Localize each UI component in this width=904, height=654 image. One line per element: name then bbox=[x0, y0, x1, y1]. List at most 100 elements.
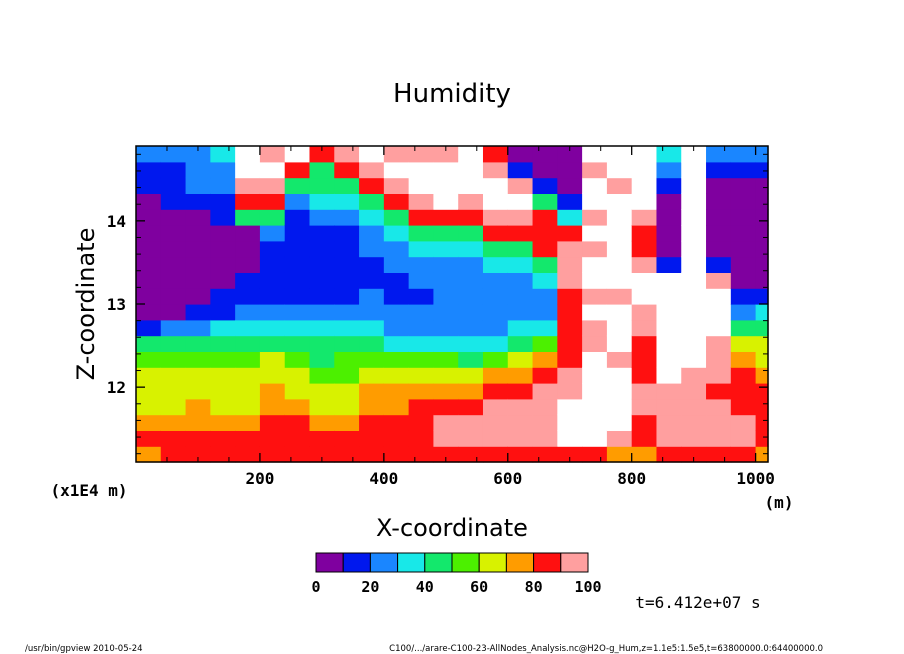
heatmap-cell bbox=[408, 335, 435, 352]
heatmap-cell bbox=[359, 209, 385, 226]
heatmap-cell bbox=[284, 161, 311, 179]
footer-right: C100/.../arare-C100-23-AllNodes_Analysis… bbox=[389, 644, 823, 654]
heatmap-cell bbox=[160, 367, 187, 384]
heatmap-cell bbox=[259, 161, 286, 179]
heatmap-cell bbox=[482, 161, 509, 179]
heatmap-cell bbox=[656, 351, 682, 368]
heatmap-cell bbox=[755, 256, 769, 273]
heatmap-cell bbox=[730, 414, 757, 431]
heatmap-cell bbox=[408, 319, 435, 337]
heatmap-cell bbox=[136, 446, 162, 463]
heatmap-cell bbox=[433, 272, 459, 289]
heatmap-cell bbox=[160, 383, 187, 400]
heatmap-cell bbox=[185, 256, 211, 273]
heatmap-cell bbox=[582, 446, 608, 463]
heatmap-cell bbox=[507, 193, 534, 210]
heatmap-cell bbox=[606, 446, 633, 463]
heatmap-cell bbox=[383, 383, 410, 400]
heatmap-cell bbox=[755, 161, 769, 179]
heatmap-cell bbox=[185, 161, 211, 179]
heatmap-cell bbox=[185, 272, 211, 289]
heatmap-cell bbox=[730, 319, 757, 337]
heatmap-cell bbox=[160, 225, 187, 242]
heatmap-cell bbox=[755, 304, 769, 321]
heatmap-cell bbox=[606, 304, 633, 321]
heatmap-cell bbox=[582, 193, 608, 210]
heatmap-cell bbox=[210, 272, 236, 289]
heatmap-cell bbox=[309, 225, 335, 242]
heatmap-cell bbox=[706, 240, 732, 258]
heatmap-cell bbox=[259, 383, 286, 400]
heatmap-cell bbox=[185, 430, 211, 447]
heatmap-cell bbox=[408, 209, 435, 226]
heatmap-cell bbox=[235, 383, 261, 400]
heatmap-cell bbox=[681, 398, 707, 416]
heatmap-cell bbox=[160, 335, 187, 352]
heatmap-cell bbox=[185, 177, 211, 194]
heatmap-cell bbox=[458, 351, 484, 368]
heatmap-cell bbox=[681, 240, 707, 258]
x-axis-label: X-coordinate bbox=[376, 514, 528, 542]
heatmap-cell bbox=[557, 256, 583, 273]
heatmap-cell bbox=[433, 383, 459, 400]
heatmap-cell bbox=[631, 146, 658, 163]
heatmap-cell bbox=[631, 209, 658, 226]
heatmap-cell bbox=[309, 398, 335, 416]
heatmap-cell bbox=[507, 256, 534, 273]
heatmap-cell bbox=[582, 256, 608, 273]
heatmap-cell bbox=[160, 398, 187, 416]
heatmap-cell bbox=[284, 146, 311, 163]
heatmap-cell bbox=[359, 398, 385, 416]
heatmap-cell bbox=[656, 146, 682, 163]
heatmap-cell bbox=[383, 398, 410, 416]
y-axis: 12 13 14 bbox=[107, 153, 768, 455]
heatmap-cell bbox=[433, 177, 459, 194]
heatmap-cell bbox=[755, 383, 769, 400]
colorbar-swatch bbox=[560, 552, 589, 573]
heatmap-cell bbox=[606, 177, 633, 194]
heatmap-cell bbox=[284, 446, 311, 463]
heatmap-cell bbox=[160, 256, 187, 273]
heatmap-cell bbox=[433, 304, 459, 321]
heatmap-cell bbox=[309, 161, 335, 179]
heatmap-cell bbox=[309, 240, 335, 258]
heatmap-cell bbox=[582, 225, 608, 242]
heatmap-cell bbox=[557, 240, 583, 258]
heatmap-cell bbox=[482, 146, 509, 163]
x-tick-label: 800 bbox=[617, 469, 646, 488]
colorbar-swatch bbox=[397, 552, 426, 573]
heatmap-cell bbox=[334, 446, 360, 463]
heatmap-cell bbox=[334, 351, 360, 368]
heatmap-cell bbox=[755, 272, 769, 289]
heatmap-cell bbox=[730, 146, 757, 163]
heatmap-cell bbox=[136, 193, 162, 210]
heatmap-cell bbox=[136, 177, 162, 194]
heatmap-cell bbox=[160, 193, 187, 210]
heatmap-cell bbox=[359, 146, 385, 163]
heatmap-cell bbox=[309, 335, 335, 352]
heatmap-cell bbox=[532, 177, 558, 194]
heatmap-cell bbox=[334, 146, 360, 163]
heatmap-field bbox=[136, 146, 769, 463]
heatmap-cell bbox=[681, 430, 707, 447]
heatmap-cell bbox=[631, 304, 658, 321]
footer-left: /usr/bin/gpview 2010-05-24 bbox=[25, 644, 143, 654]
heatmap-cell bbox=[507, 335, 534, 352]
heatmap-cell bbox=[458, 225, 484, 242]
heatmap-cell bbox=[582, 319, 608, 337]
heatmap-cell bbox=[458, 414, 484, 431]
heatmap-cell bbox=[185, 240, 211, 258]
heatmap-cell bbox=[458, 430, 484, 447]
heatmap-cell bbox=[458, 146, 484, 163]
heatmap-cell bbox=[631, 335, 658, 352]
heatmap-cell bbox=[681, 414, 707, 431]
heatmap-cell bbox=[582, 146, 608, 163]
heatmap-cell bbox=[136, 146, 162, 163]
heatmap-cell bbox=[730, 256, 757, 273]
heatmap-cell bbox=[681, 351, 707, 368]
heatmap-cell bbox=[408, 304, 435, 321]
colorbar-swatch bbox=[369, 552, 399, 573]
heatmap-cell bbox=[458, 240, 484, 258]
heatmap-cell bbox=[482, 177, 509, 194]
heatmap-cell bbox=[136, 430, 162, 447]
